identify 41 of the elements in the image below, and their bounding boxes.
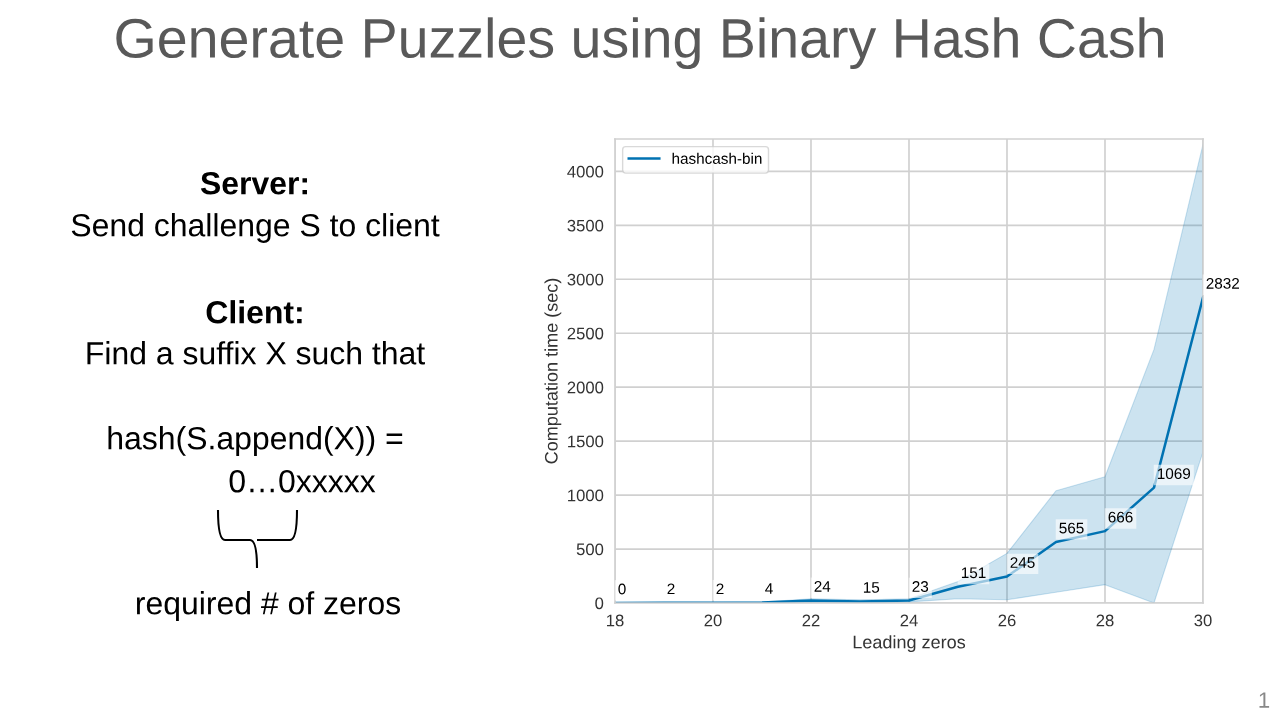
text: hash(S.append(X)) =: [108, 426, 403, 456]
y-tick-label: 1000: [568, 489, 604, 502]
chart-title: Generate Puzzles using Binary Hash Cash: [116, 17, 1163, 70]
y-tick-label: 0: [595, 597, 604, 610]
text: Find a suffix X such that: [87, 341, 425, 365]
y-tick-label: 1500: [568, 435, 604, 448]
y-tick-label: 3500: [567, 219, 604, 232]
text: 1: [1259, 692, 1270, 708]
x-tick-label: 22: [802, 614, 820, 627]
text: required # of zeros: [136, 591, 401, 621]
x-tick-label: 28: [1096, 614, 1114, 627]
data-label: 15: [863, 582, 880, 593]
y-tick-label: 2500: [567, 327, 604, 340]
data-label: 0: [618, 583, 626, 595]
y-tick-label: 3000: [567, 273, 604, 286]
y-tick-label: 500: [576, 543, 604, 556]
text: Server:: [200, 171, 307, 195]
text: Send challenge S to client: [71, 213, 440, 243]
text: 0…0xxxxx: [229, 469, 376, 493]
data-label: 2: [716, 583, 724, 595]
x-tick-label: 26: [998, 614, 1016, 627]
y-tick-label: 2000: [567, 381, 604, 394]
data-label: 2832: [1206, 278, 1239, 289]
data-label: 23: [912, 581, 929, 592]
x-axis-title: Leading zeros: [853, 635, 966, 653]
y-axis-title: Computation time (sec): [544, 278, 562, 464]
x-tick-label: 20: [704, 614, 722, 627]
text: Client:: [206, 300, 302, 324]
x-tick-label: 24: [900, 614, 918, 627]
data-label: 24: [814, 581, 831, 592]
data-label: 666: [1108, 511, 1133, 523]
x-tick-label: 18: [607, 614, 624, 627]
y-tick-label: 4000: [567, 165, 604, 178]
data-label: 1069: [1157, 468, 1191, 480]
data-label: 151: [961, 567, 986, 579]
x-tick-label: 30: [1194, 614, 1212, 627]
data-label: 2: [667, 583, 675, 595]
data-label: 4: [765, 583, 773, 594]
data-label: 245: [1010, 557, 1035, 568]
data-label: 565: [1059, 522, 1084, 534]
legend-label: hashcash-bin: [672, 152, 762, 164]
